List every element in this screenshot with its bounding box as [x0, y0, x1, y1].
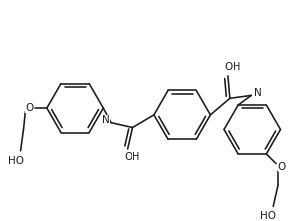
Text: O: O: [25, 103, 33, 113]
Text: O: O: [278, 162, 286, 171]
Text: HO: HO: [8, 156, 24, 166]
Text: N: N: [254, 88, 262, 98]
Text: O: O: [225, 62, 233, 72]
Text: H: H: [233, 62, 240, 72]
Text: N: N: [102, 115, 110, 125]
Text: O: O: [125, 152, 133, 162]
Text: H: H: [132, 152, 139, 162]
Text: HO: HO: [260, 211, 276, 221]
